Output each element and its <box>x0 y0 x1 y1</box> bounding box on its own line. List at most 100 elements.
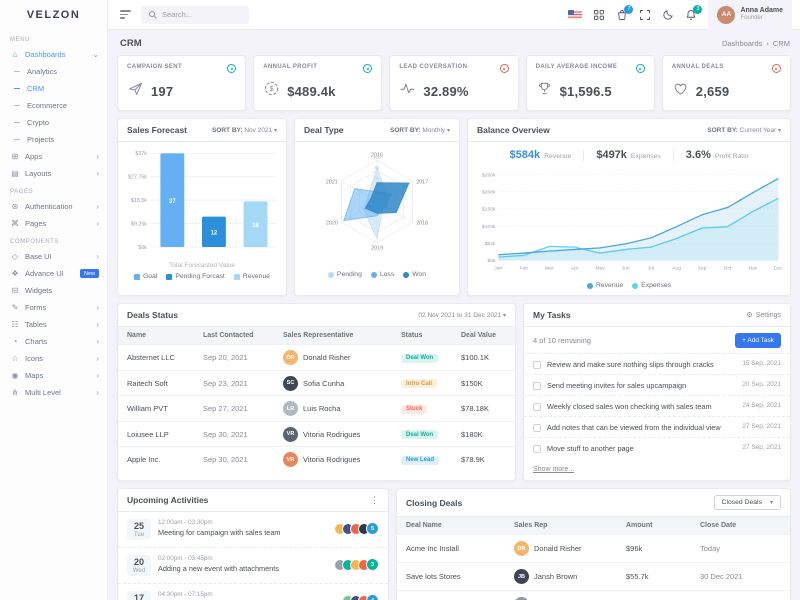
svg-text:2016: 2016 <box>371 153 383 159</box>
avatar-group: 4 <box>342 594 379 600</box>
task-text: Add notes that can be viewed from the in… <box>547 422 721 432</box>
sales-forecast-card: Sales Forecast SORT BY: Nov 2021 ▾ $0k $9… <box>117 118 287 297</box>
closed-deals-select[interactable]: Closed Deals ▾ <box>713 495 781 511</box>
task-date: 24 Sep, 2021 <box>742 401 781 409</box>
sales-forecast-sort-dropdown[interactable]: SORT BY: Nov 2021 ▾ <box>211 126 277 134</box>
sidebar-item-layouts[interactable]: ▤ Layouts › <box>11 168 99 178</box>
pulse-icon <box>399 80 416 102</box>
deal-name: Loiusee LLP <box>127 429 169 439</box>
sidebar-item-ecommerce[interactable]: Ecommerce <box>0 97 107 114</box>
my-tasks-card: My Tasks ⚙ Settings 4 of 10 remaining + … <box>523 303 791 482</box>
svg-text:$208k: $208k <box>482 190 496 196</box>
svg-text:Sep: Sep <box>698 266 707 272</box>
sidebar-item-projects[interactable]: Projects <box>0 131 107 148</box>
sidebar-item-analytics[interactable]: Analytics <box>0 63 107 80</box>
tasks-list: Review and make sure nothing slips throu… <box>524 353 790 458</box>
sidebar-item-multi-level[interactable]: ⋔ Multi Level › <box>11 387 99 397</box>
task-checkbox[interactable] <box>533 381 541 390</box>
bottom-row: Upcoming Activities ⋮ 25 Tue 12:00am - 03… <box>117 488 791 600</box>
chart-x-label: Total Forecasted Value <box>169 262 235 270</box>
show-more-link[interactable]: Show more... <box>533 466 575 474</box>
more-options-icon[interactable]: ⋮ <box>370 494 379 505</box>
brand-logo[interactable]: VELZON <box>26 9 81 21</box>
multi-level-icon: ⋔ <box>11 388 19 397</box>
avatar-count-badge: 4 <box>366 594 379 600</box>
add-task-button[interactable]: + Add Task <box>735 333 781 349</box>
table-row: William PVT Sep 27, 2021 LR Luis Rocha St… <box>118 395 515 421</box>
card-title: Upcoming Activities <box>127 495 209 506</box>
sidebar-item-authentication[interactable]: ⊛ Authentication › <box>11 201 99 211</box>
task-checkbox[interactable] <box>533 444 541 453</box>
menu-toggle-icon[interactable] <box>118 8 133 20</box>
balance-stat: $584k Revenue <box>509 149 572 161</box>
table-row: Absternet LLC Sep 20, 2021 DR Donald Rish… <box>118 344 515 370</box>
sidebar-item-apps[interactable]: ⊞ Apps › <box>11 151 99 161</box>
last-contacted: Sep 20, 2021 <box>203 353 248 363</box>
maps-icon: ◉ <box>11 371 19 380</box>
svg-text:$27.75k: $27.75k <box>128 175 147 181</box>
deal-type-sort-dropdown[interactable]: SORT BY: Monthly ▾ <box>390 126 450 134</box>
svg-text:$: $ <box>270 84 274 93</box>
stat-value: 197 <box>151 83 174 99</box>
sales-representative: SC Sofia Cunha <box>283 375 401 391</box>
fullscreen-icon[interactable] <box>639 9 651 21</box>
sidebar-item-advance-ui[interactable]: ❖ Advance UI New <box>0 265 107 282</box>
legend-item: Expenses <box>632 282 671 289</box>
page-header: CRM Dashboards › CRM <box>108 30 800 55</box>
deals-status-card: Deals Status 02 Nov 2021 to 31 Dec 2021 … <box>117 303 516 482</box>
breadcrumb: Dashboards › CRM <box>722 39 790 48</box>
sidebar-item-tables[interactable]: ☷ Tables › <box>11 319 99 329</box>
svg-text:Nov: Nov <box>749 266 758 272</box>
language-flag-icon[interactable] <box>568 9 583 20</box>
table-row: Acme Inc Install DR Donald Risher $96k To… <box>397 534 790 562</box>
sidebar-item-widgets[interactable]: ⊟ Widgets <box>11 286 53 295</box>
stat-card-daily-average-income: DAILY AVERAGE INCOME $1,596.5 <box>525 55 655 111</box>
stat-value: 32.89% <box>423 83 469 99</box>
search-input[interactable] <box>162 10 242 19</box>
cart-icon[interactable]: 7 <box>616 4 634 21</box>
activity-time: 02:00pm - 03:45pm <box>158 555 213 563</box>
sidebar-item-dashboards[interactable]: ⌂ Dashboards ⌄ <box>0 46 107 63</box>
sidebar-item-crypto[interactable]: Crypto <box>0 114 107 131</box>
svg-text:120: 120 <box>373 155 381 160</box>
tasks-settings-button[interactable]: ⚙ Settings <box>746 311 781 320</box>
breadcrumb-parent[interactable]: Dashboards <box>721 39 763 48</box>
sidebar-item-charts[interactable]: ◔ Charts › <box>0 333 107 350</box>
date-range-dropdown[interactable]: 02 Nov 2021 to 31 Dec 2021 ▾ <box>418 311 506 319</box>
user-menu[interactable]: AA Anna Adame Founder <box>708 0 792 30</box>
sidebar-item-icons[interactable]: ☆ Icons › <box>11 353 99 363</box>
bar-chart-svg: $0k $9.25k $18.5k $27.75k $37k 37 12 18 <box>128 151 277 251</box>
sales-forecast-legend: Goal Pending Forcast Revenue <box>118 271 286 286</box>
svg-text:Aug: Aug <box>672 266 681 272</box>
avatar: DR <box>514 541 529 557</box>
task-checkbox[interactable] <box>533 423 541 432</box>
dash-icon <box>14 105 20 106</box>
activity-item: 20 Wed 02:00pm - 03:45pm Adding a new eve… <box>118 547 388 583</box>
apps-grid-icon[interactable] <box>593 9 605 21</box>
task-date: 27 Sep, 2021 <box>742 422 781 430</box>
task-item: Weekly closed sales won checking with sa… <box>524 395 790 416</box>
deal-name: Apple Inc. <box>127 455 161 465</box>
task-checkbox[interactable] <box>533 402 541 411</box>
sales-rep: JB Jansh Brown <box>514 569 626 585</box>
table-row: William PVT AHAyaan Hudda $102k 25 Nov 2… <box>397 590 790 600</box>
sidebar-item-forms[interactable]: ✎ Forms › <box>11 302 99 312</box>
balance-summary-stats: $584k Revenue $497k Expenses 3.6% Profit Rati… <box>468 142 790 163</box>
deals-status-table: Name Last Contacted Sales Representative St… <box>118 327 515 472</box>
sidebar-item-base-ui[interactable]: ◇ Base UI › <box>11 251 99 261</box>
sidebar-section-label: PAGES <box>10 189 34 195</box>
svg-text:$156k: $156k <box>482 207 496 213</box>
sidebar-item-crm[interactable]: CRM <box>0 80 107 97</box>
balance-sort-dropdown[interactable]: SORT BY: Current Year ▾ <box>707 126 781 134</box>
task-checkbox[interactable] <box>533 360 541 369</box>
sales-representative: DR Donald Risher <box>283 350 401 366</box>
notifications-bell-icon[interactable]: 3 <box>685 4 703 21</box>
sidebar-item-pages[interactable]: ⌘ Pages › <box>11 218 99 228</box>
stat-value: 2,659 <box>695 83 730 99</box>
sidebar-item-maps[interactable]: ◉ Maps › <box>11 370 100 380</box>
avatar-count-badge: 5 <box>366 522 379 536</box>
dark-mode-moon-icon[interactable] <box>662 9 674 21</box>
activities-list: 25 Tue 12:00am - 03:30pm Meeting for camp… <box>118 512 388 600</box>
close-date: Today <box>700 544 721 554</box>
radar-chart-svg: 20162017201820192020202112090600 <box>326 153 428 252</box>
